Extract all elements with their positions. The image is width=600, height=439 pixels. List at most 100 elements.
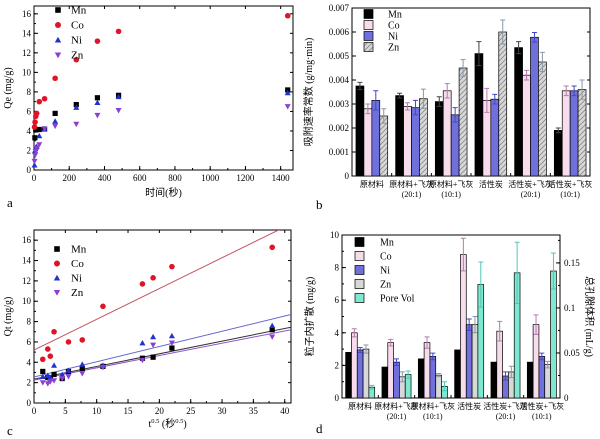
series-Zn [362, 316, 551, 399]
svg-text:10: 10 [22, 296, 32, 306]
svg-text:30: 30 [218, 406, 228, 416]
category-labels: 原材料 原材料+飞灰(20:1)原材料+飞灰(10:1)活性炭 活性炭+飞灰(20:… [348, 401, 564, 421]
svg-text:6: 6 [27, 337, 32, 347]
svg-text:0.005: 0.005 [329, 51, 350, 61]
series-Ni [371, 31, 579, 177]
y2-axis-label: 总孔隙体积 (mL/g) [583, 276, 596, 357]
x-axis-label: 时间(秒) [145, 186, 182, 199]
svg-text:0.001: 0.001 [329, 147, 349, 157]
svg-text:0: 0 [345, 171, 350, 181]
y-axis-label: 粒子内扩散 (mg/g) [303, 277, 316, 357]
svg-text:原材料: 原材料 [348, 401, 372, 411]
svg-text:Mn: Mn [71, 244, 87, 256]
svg-text:0.002: 0.002 [329, 123, 349, 133]
svg-text:0.004: 0.004 [329, 75, 350, 85]
svg-text:0: 0 [27, 165, 32, 175]
panel-letter: c [7, 423, 13, 438]
series-Ni [31, 89, 291, 168]
svg-text:Pore Vol: Pore Vol [380, 294, 415, 305]
svg-text:Co: Co [388, 21, 400, 32]
svg-text:0: 0 [335, 393, 340, 403]
svg-text:Co: Co [71, 258, 84, 270]
svg-text:8: 8 [27, 317, 32, 327]
svg-text:活性炭+飞灰: 活性炭+飞灰 [548, 179, 593, 189]
svg-text:10: 10 [92, 406, 102, 416]
svg-text:14: 14 [22, 28, 32, 38]
svg-text:(20:1): (20:1) [521, 190, 541, 199]
svg-text:14: 14 [22, 256, 32, 266]
svg-text:(10:1): (10:1) [560, 190, 580, 199]
svg-text:Zn: Zn [380, 280, 391, 291]
svg-text:600: 600 [133, 173, 147, 183]
svg-text:Zn: Zn [71, 50, 84, 62]
svg-text:0.1: 0.1 [564, 303, 575, 313]
svg-text:200: 200 [62, 173, 76, 183]
svg-text:16: 16 [22, 235, 32, 245]
bars [355, 19, 587, 177]
svg-text:(10:1): (10:1) [532, 412, 552, 421]
series-Zn [379, 19, 587, 177]
svg-text:0.007: 0.007 [329, 3, 350, 13]
tick-labels: 0 0.001 0.002 0.003 0.004 0.005 0.006 0.007 [329, 3, 350, 181]
svg-text:4: 4 [27, 126, 32, 136]
panel-b-rate-constant-bar-chart: 00.0010.0020.0030.0040.0050.0060.007原材料原… [302, 3, 593, 212]
svg-text:12: 12 [22, 48, 31, 58]
bars [345, 237, 557, 399]
svg-text:原材料: 原材料 [360, 179, 384, 189]
panel-c-intraparticle-scatter-chart: 0 5 10 15 20 25 30 35 40 0 2 4 6 8 10 12 14 16 t0.5 (秒0.5)… [3, 229, 292, 438]
svg-text:1400: 1400 [272, 173, 291, 183]
panel-letter: b [316, 197, 323, 212]
svg-text:1000: 1000 [201, 173, 220, 183]
y-axis-label: 吸附速率常数 (g/mg·min) [302, 38, 315, 147]
legend: Mn Co Ni Zn Pore Vol [354, 237, 415, 305]
svg-text:0: 0 [27, 398, 32, 408]
series-Co [363, 69, 571, 177]
series-Mn [32, 87, 291, 141]
svg-text:10: 10 [22, 67, 32, 77]
svg-text:15: 15 [124, 406, 134, 416]
y-axis-label: Qe (mg/g) [3, 67, 14, 108]
svg-text:原材料+飞灰: 原材料+飞灰 [411, 401, 456, 411]
svg-text:0: 0 [32, 406, 37, 416]
svg-text:Ni: Ni [380, 266, 390, 277]
category-labels: 原材料 原材料+飞灰(20:1)原材料+飞灰(10:1)活性炭 活性炭+飞灰(20:… [360, 179, 593, 199]
svg-text:Zn: Zn [71, 287, 84, 299]
svg-text:(20:1): (20:1) [402, 190, 422, 199]
svg-text:Mn: Mn [71, 5, 87, 17]
svg-text:(20:1): (20:1) [387, 412, 407, 421]
axes [351, 7, 591, 177]
x-axis-label: t0.5 (秒0.5) [149, 417, 187, 430]
svg-text:16: 16 [22, 9, 32, 19]
series-Pore Vol [368, 241, 557, 399]
series-Co [39, 244, 275, 363]
svg-text:活性炭: 活性炭 [479, 179, 503, 189]
svg-text:5: 5 [63, 406, 68, 416]
svg-text:Zn: Zn [388, 43, 399, 54]
axes [33, 229, 292, 404]
svg-text:6: 6 [335, 295, 340, 305]
svg-text:800: 800 [168, 173, 182, 183]
svg-text:0: 0 [32, 173, 37, 183]
series-Zn [31, 104, 291, 165]
series-Co [351, 237, 540, 399]
svg-text:4: 4 [27, 357, 32, 367]
svg-text:(10:1): (10:1) [441, 190, 461, 199]
svg-text:活性炭: 活性炭 [457, 401, 481, 411]
svg-text:Co: Co [380, 252, 392, 263]
svg-text:0: 0 [564, 393, 569, 403]
svg-text:4: 4 [335, 328, 340, 338]
series-Zn [39, 334, 276, 387]
svg-text:0.15: 0.15 [564, 258, 580, 268]
svg-text:0.003: 0.003 [329, 99, 350, 109]
svg-text:20: 20 [155, 406, 165, 416]
tick-labels: 0 2 4 6 8 10 0 0.05 0.1 0.15 [330, 230, 580, 403]
svg-text:1200: 1200 [236, 173, 255, 183]
svg-text:原材料+飞灰: 原材料+飞灰 [374, 401, 419, 411]
series-Ni [39, 322, 276, 380]
svg-text:(10:1): (10:1) [423, 412, 443, 421]
tick-labels: 0 5 10 15 20 25 30 35 40 0 2 4 6 8 10 12 14 16 [22, 235, 290, 416]
